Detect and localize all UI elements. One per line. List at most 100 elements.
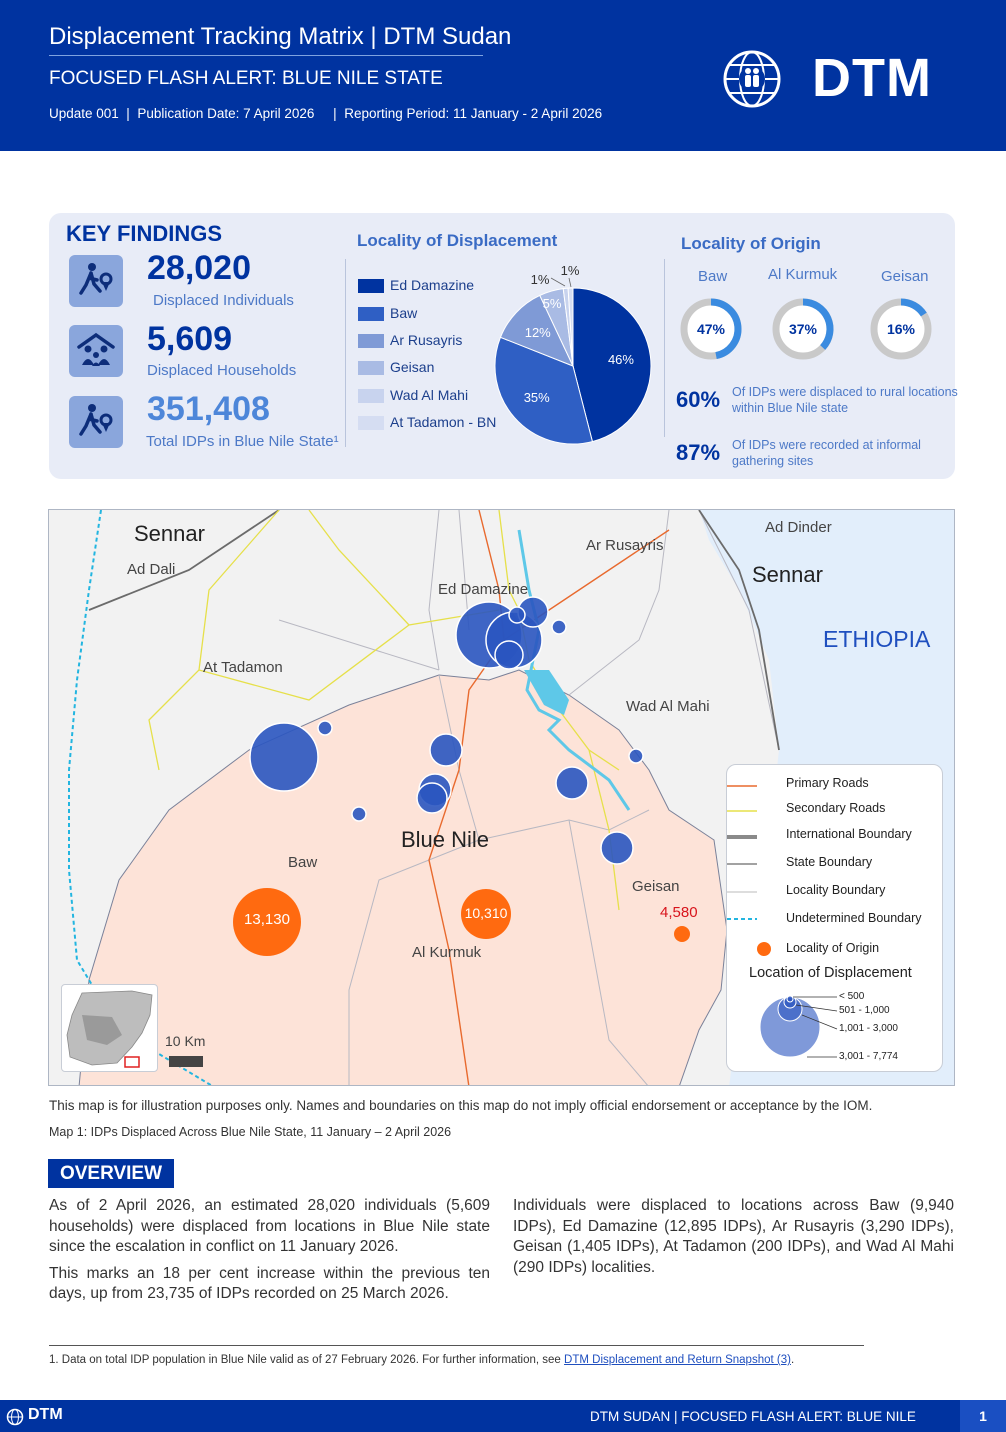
label-baw: Baw (288, 854, 318, 871)
displaced-households-value: 5,609 (147, 320, 233, 358)
idp-location-ed-damazine (494, 640, 524, 670)
legend-swatch (358, 389, 384, 403)
legend-swatch (358, 279, 384, 293)
legend-label: Baw (390, 305, 418, 321)
legend-symbol-size-bins (759, 995, 838, 1058)
legend-symbol-locality (727, 891, 757, 893)
legend-bin-2: 501 - 1,000 (839, 1005, 890, 1016)
origin-ring-al-kurmuk: 37% (772, 298, 834, 360)
map-caption: Map 1: IDPs Displaced Across Blue Nile S… (49, 1125, 452, 1139)
footnote-divider (49, 1345, 864, 1346)
displaced-individuals-value: 28,020 (147, 249, 251, 287)
legend-label: At Tadamon - BN (390, 414, 497, 430)
map-disclaimer: This map is for illustration purposes on… (49, 1098, 873, 1113)
idp-location-wad-al-mahi (628, 748, 644, 764)
idp-location-ed-damazine (508, 606, 526, 624)
iom-globe-icon (723, 50, 781, 108)
legend-swatch (358, 361, 384, 375)
label-ad-dinder: Ad Dinder (765, 519, 832, 536)
legend-locality-boundary: Locality Boundary (786, 883, 886, 897)
ring-label: 16% (887, 321, 916, 337)
idp-location-baw (351, 806, 367, 822)
origin-ring-baw: 47% (680, 298, 742, 360)
legend-state-boundary: State Boundary (786, 855, 873, 869)
divider (345, 259, 346, 447)
informal-text: Of IDPs were recorded at informal gatheri… (732, 437, 921, 469)
international-boundary (88, 510, 280, 611)
footnote-end: . (790, 1354, 795, 1366)
legend-undetermined-boundary: Undetermined Boundary (786, 911, 922, 925)
overview-right-column: Individuals were displaced to locations … (513, 1196, 954, 1284)
origin-ring-geisan: 16% (870, 298, 932, 360)
rural-pct: 60% (676, 387, 721, 412)
legend-symbol-secondary (727, 810, 757, 812)
pie-slice (567, 287, 574, 367)
ring-fill (710, 298, 742, 359)
origin-title: Locality of Origin (681, 234, 821, 253)
idp-circles (249, 596, 644, 865)
person-moving-icon (69, 396, 123, 448)
ring-label: 37% (789, 321, 818, 337)
blue-nile-state-area (79, 670, 727, 1085)
pie-slice (572, 287, 652, 443)
sudan-inset-map (61, 984, 158, 1072)
origin-circle-al-kurmuk (461, 889, 511, 939)
idp-location-baw (317, 720, 333, 736)
person-moving-icon (69, 255, 123, 307)
pie-slice-label: 46% (608, 352, 634, 367)
informal-pct: 87% (676, 440, 721, 465)
legend-locality-of-origin: Locality of Origin (786, 941, 880, 955)
pie-slice-label: 1% (561, 263, 580, 278)
legend-symbol-state (727, 863, 757, 865)
legend-bin-3: 1,001 - 3,000 (839, 1023, 898, 1034)
idp-location-geisan (600, 831, 634, 865)
overview-paragraph-1: As of 2 April 2026, an estimated 28,020 … (49, 1197, 490, 1255)
ring-label: 47% (697, 321, 726, 337)
label-sennar-east: Sennar (752, 562, 823, 587)
displacement-pie-chart: 46% 35% 12% 5% 1% 1% (494, 263, 652, 445)
footnote-text: 1. Data on total IDP population in Blue … (49, 1354, 565, 1366)
ring-fill (900, 298, 927, 317)
pie-leader-line (550, 277, 572, 288)
origin-circle-baw (233, 888, 301, 956)
label-ed-damazine: Ed Damazine (438, 581, 529, 598)
footnote-link[interactable]: DTM Displacement and Return Snapshot (3) (564, 1354, 791, 1366)
legend-swatch (358, 416, 384, 430)
dtm-brand: DTM (812, 48, 932, 108)
origin-value-al-kurmuk: 10,310 (464, 905, 508, 921)
label-al-kurmuk: Al Kurmuk (412, 944, 482, 961)
label-sennar-west: Sennar (134, 521, 205, 546)
origin-value-geisan: 4,580 (660, 904, 698, 921)
label-blue-nile: Blue Nile (401, 827, 490, 852)
legend-label: Ed Damazine (390, 277, 475, 293)
page-header: Displacement Tracking Matrix | DTM Sudan… (0, 0, 1006, 151)
footer-title: DTM SUDAN | FOCUSED FLASH ALERT: BLUE NI… (590, 1409, 916, 1424)
household-icon (69, 325, 123, 377)
reservoir (524, 670, 569, 715)
page-number: 1 (960, 1400, 1006, 1432)
scale-bar (169, 1056, 203, 1067)
legend-location-of-displacement: Location of Displacement (749, 965, 912, 981)
legend-label: Ar Rusayris (390, 332, 463, 348)
legend-swatch (358, 307, 384, 321)
displaced-individuals-label: Displaced Individuals (153, 292, 294, 309)
label-at-tadamon: At Tadamon (203, 659, 283, 676)
legend-label: Wad Al Mahi (390, 387, 469, 403)
footnote: 1. Data on total IDP population in Blue … (49, 1354, 794, 1366)
displacement-map: Sennar Ad Dali Ar Rusayris Ad Dinder Sen… (48, 509, 955, 1086)
origin-circle-geisan (674, 926, 690, 942)
legend-international-boundary: International Boundary (786, 827, 912, 841)
legend-bin-4: 3,001 - 7,774 (839, 1051, 898, 1062)
scale-label: 10 Km (165, 1033, 206, 1049)
ring-fill (802, 298, 834, 350)
total-idps-label: Total IDPs in Blue Nile State¹ (146, 433, 339, 450)
pie-slice-label: 12% (525, 325, 551, 340)
key-findings-title: KEY FINDINGS (66, 221, 223, 246)
origin-value-baw: 13,130 (244, 911, 290, 928)
legend-symbol-primary (727, 785, 757, 787)
legend-symbol-international (727, 835, 757, 839)
rural-text-line1: Of IDPs were displaced to rural location… (732, 385, 958, 399)
title-underline (49, 55, 483, 56)
pie-slice (494, 336, 594, 445)
idp-location-baw (249, 722, 319, 792)
